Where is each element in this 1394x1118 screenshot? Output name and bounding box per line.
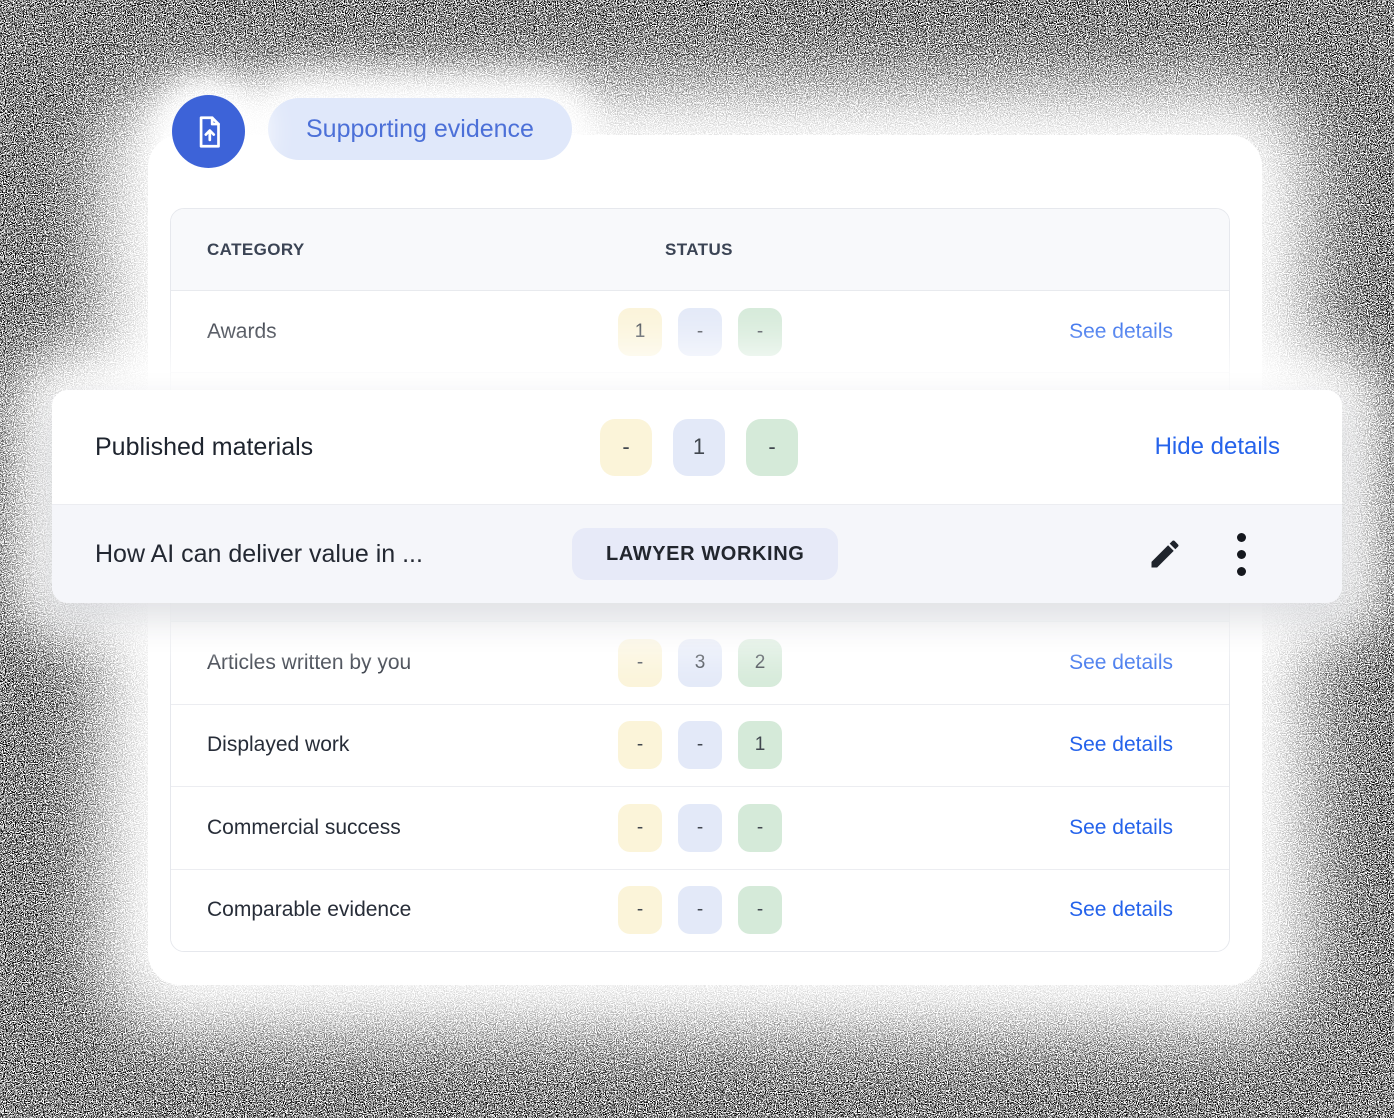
status-badges: - - 1 xyxy=(618,721,782,769)
see-details-link[interactable]: See details xyxy=(1069,816,1173,840)
covered-row-gray-strip xyxy=(171,603,1229,621)
published-materials-row: Published materials -1- Hide details xyxy=(52,390,1342,505)
category-label: Published materials xyxy=(95,433,600,462)
lawyer-working-badge: LAWYER WORKING xyxy=(572,528,838,580)
category-label: Comparable evidence xyxy=(207,898,618,922)
table-rows-bottom: Articles written by you - 3 2 See detail… xyxy=(171,622,1229,951)
status-badge-green: 1 xyxy=(738,721,782,769)
column-header-status: STATUS xyxy=(665,240,733,260)
published-materials-overlay: Published materials -1- Hide details How… xyxy=(52,390,1342,603)
status-badge-green: - xyxy=(738,308,782,356)
status-badges: - 3 2 xyxy=(618,639,782,687)
pencil-icon xyxy=(1147,536,1183,572)
page-canvas: Supporting evidence CATEGORY STATUS Awar… xyxy=(0,0,1394,1118)
status-badge-blue: - xyxy=(678,886,722,934)
status-badge-blue: - xyxy=(678,804,722,852)
hide-details-link[interactable]: Hide details xyxy=(1155,433,1280,461)
see-details-link[interactable]: See details xyxy=(1069,733,1173,757)
see-details-link[interactable]: See details xyxy=(1069,651,1173,675)
table-header: CATEGORY STATUS xyxy=(171,209,1229,291)
see-details-link[interactable]: See details xyxy=(1069,898,1173,922)
status-badge-green: - xyxy=(738,804,782,852)
status-badge-green: 2 xyxy=(738,639,782,687)
table-row: Displayed work - - 1 See details xyxy=(171,705,1229,788)
upload-document-badge xyxy=(172,95,245,168)
supporting-evidence-label: Supporting evidence xyxy=(306,115,534,144)
kebab-menu-icon xyxy=(1237,533,1246,542)
column-header-category: CATEGORY xyxy=(207,240,665,260)
table-row: Awards 1 - - See details xyxy=(171,291,1229,373)
edit-button[interactable] xyxy=(1145,534,1185,574)
upload-document-icon xyxy=(190,113,228,151)
category-label: Articles written by you xyxy=(207,651,618,675)
status-badges: 1 - - xyxy=(618,308,782,356)
see-details-link[interactable]: See details xyxy=(1069,320,1173,344)
status-badge-green: - xyxy=(738,886,782,934)
status-badges: - - - xyxy=(618,804,782,852)
evidence-item-row: How AI can deliver value in ... LAWYER W… xyxy=(52,505,1342,603)
status-badges: -1- xyxy=(600,419,798,476)
table-row: Articles written by you - 3 2 See detail… xyxy=(171,622,1229,705)
row-actions xyxy=(1145,531,1250,578)
status-badge-yellow: - xyxy=(600,419,652,476)
status-badge-blue: 1 xyxy=(673,419,725,476)
status-badge-yellow: 1 xyxy=(618,308,662,356)
status-badge-blue: 3 xyxy=(678,639,722,687)
status-badge-blue: - xyxy=(678,308,722,356)
category-label: Commercial success xyxy=(207,816,618,840)
evidence-item-title: How AI can deliver value in ... xyxy=(95,540,572,569)
table-row: Comparable evidence - - - See details xyxy=(171,870,1229,952)
supporting-evidence-pill: Supporting evidence xyxy=(268,98,572,160)
category-label: Awards xyxy=(207,320,618,344)
status-badge-green: - xyxy=(746,419,798,476)
status-badge-yellow: - xyxy=(618,639,662,687)
status-badges: - - - xyxy=(618,886,782,934)
status-badge-yellow: - xyxy=(618,804,662,852)
status-badge-yellow: - xyxy=(618,721,662,769)
status-badge-yellow: - xyxy=(618,886,662,934)
table-row: Commercial success - - - See details xyxy=(171,787,1229,870)
category-label: Displayed work xyxy=(207,733,618,757)
table-rows-top: Awards 1 - - See details xyxy=(171,291,1229,373)
more-options-button[interactable] xyxy=(1233,531,1250,578)
status-badge-blue: - xyxy=(678,721,722,769)
